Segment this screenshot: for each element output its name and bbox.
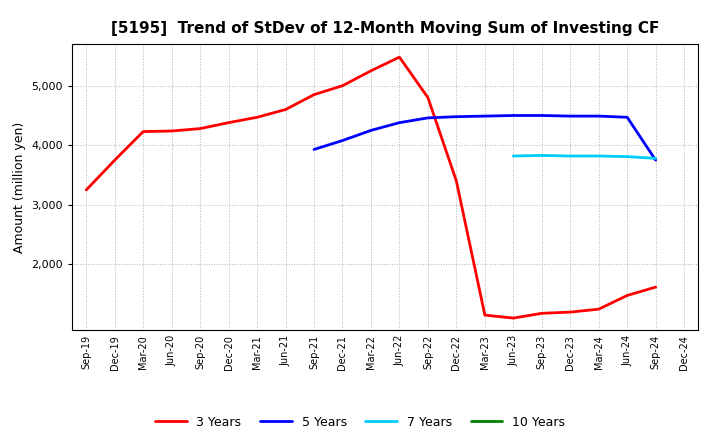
Y-axis label: Amount (million yen): Amount (million yen) xyxy=(13,121,26,253)
Line: 5 Years: 5 Years xyxy=(314,115,656,160)
3 Years xyxy=(395,55,404,60)
3 Years xyxy=(423,95,432,100)
7 Years xyxy=(652,156,660,161)
Title: [5195]  Trend of StDev of 12-Month Moving Sum of Investing CF: [5195] Trend of StDev of 12-Month Moving… xyxy=(111,21,660,36)
7 Years xyxy=(509,154,518,159)
5 Years xyxy=(537,113,546,118)
5 Years xyxy=(566,114,575,119)
3 Years xyxy=(338,83,347,88)
5 Years xyxy=(423,115,432,121)
7 Years xyxy=(623,154,631,159)
3 Years xyxy=(452,178,461,183)
3 Years xyxy=(82,187,91,193)
3 Years xyxy=(253,115,261,120)
5 Years xyxy=(623,115,631,120)
Line: 3 Years: 3 Years xyxy=(86,57,656,318)
3 Years xyxy=(225,120,233,125)
3 Years xyxy=(282,107,290,112)
5 Years xyxy=(366,128,375,133)
3 Years xyxy=(139,129,148,134)
5 Years xyxy=(310,147,318,152)
5 Years xyxy=(338,138,347,143)
3 Years xyxy=(196,126,204,131)
3 Years xyxy=(595,307,603,312)
Legend: 3 Years, 5 Years, 7 Years, 10 Years: 3 Years, 5 Years, 7 Years, 10 Years xyxy=(150,411,570,434)
3 Years xyxy=(566,309,575,315)
3 Years xyxy=(480,312,489,318)
3 Years xyxy=(509,315,518,321)
7 Years xyxy=(566,154,575,159)
5 Years xyxy=(395,120,404,125)
3 Years xyxy=(537,311,546,316)
7 Years xyxy=(537,153,546,158)
5 Years xyxy=(652,158,660,163)
3 Years xyxy=(310,92,318,97)
3 Years xyxy=(110,158,119,163)
3 Years xyxy=(366,68,375,73)
5 Years xyxy=(452,114,461,119)
5 Years xyxy=(595,114,603,119)
3 Years xyxy=(623,293,631,298)
3 Years xyxy=(167,128,176,134)
Line: 7 Years: 7 Years xyxy=(513,155,656,158)
3 Years xyxy=(652,284,660,290)
5 Years xyxy=(480,114,489,119)
7 Years xyxy=(595,154,603,159)
5 Years xyxy=(509,113,518,118)
